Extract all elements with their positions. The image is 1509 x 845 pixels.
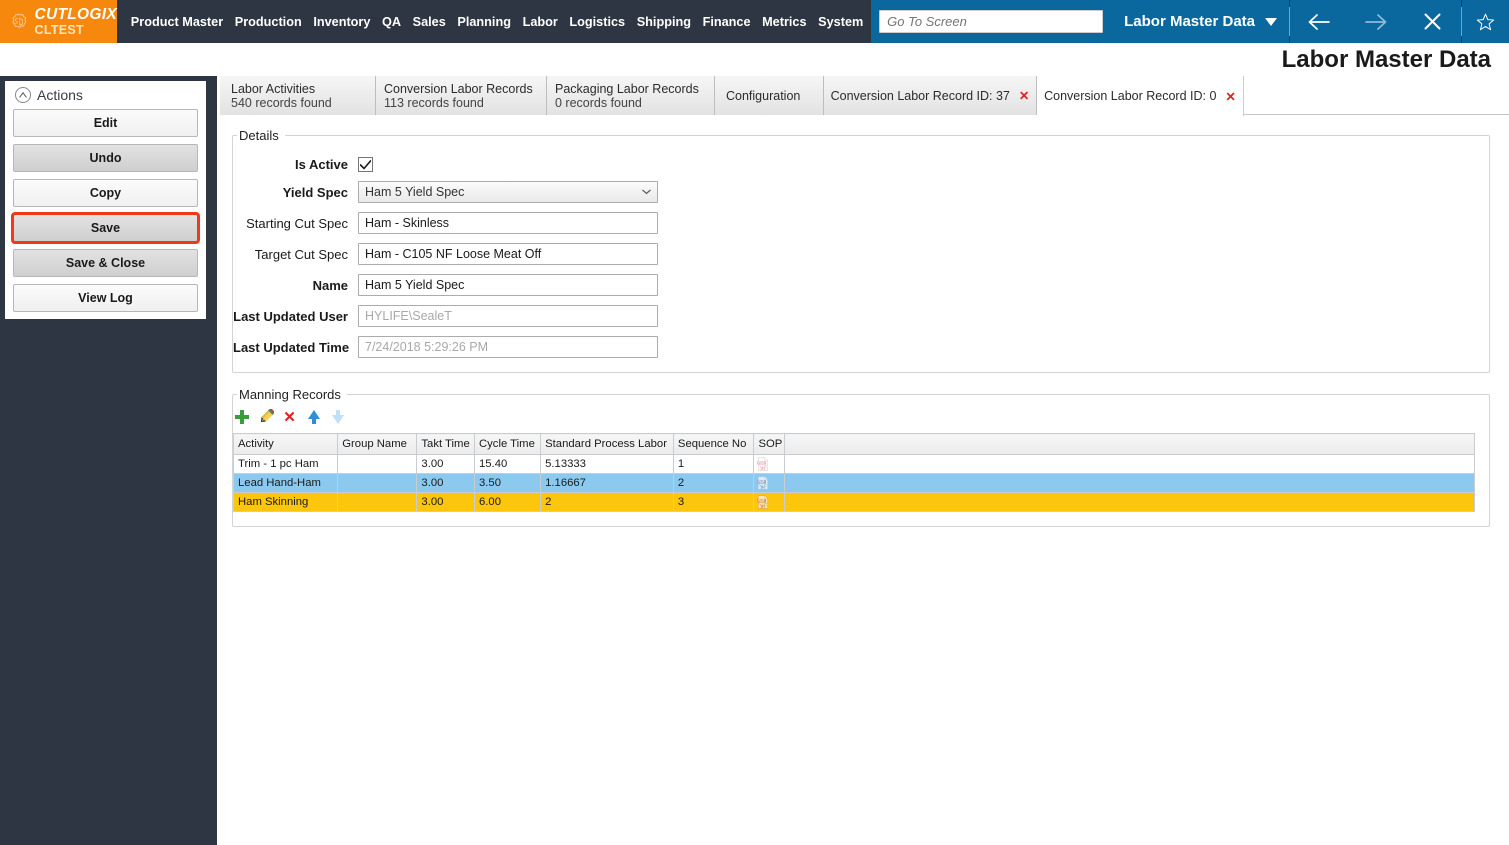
- svg-text:PDF: PDF: [759, 480, 765, 484]
- svg-text:PDF: PDF: [759, 461, 765, 465]
- svg-text:PDF: PDF: [759, 499, 765, 503]
